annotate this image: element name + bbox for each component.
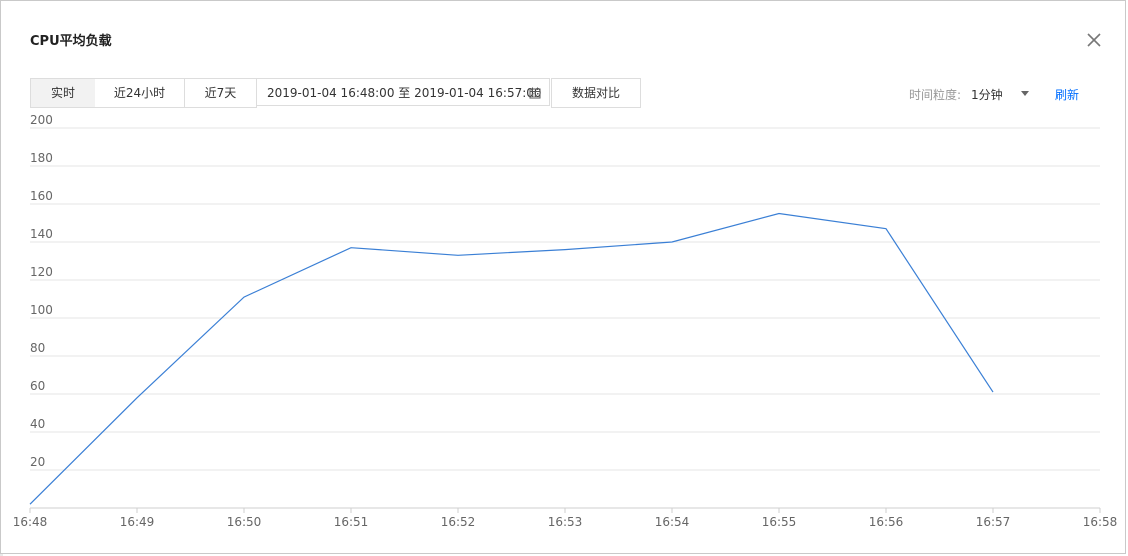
data-compare-button[interactable]: 数据对比 — [551, 78, 641, 108]
refresh-link[interactable]: 刷新 — [1055, 88, 1080, 102]
chevron-down-icon[interactable] — [1021, 91, 1029, 96]
tab-realtime[interactable]: 实时 — [30, 78, 96, 108]
x-tick-label: 16:51 — [334, 515, 369, 529]
granularity-select[interactable]: 1分钟 — [971, 88, 1003, 102]
x-tick-label: 16:49 — [120, 515, 155, 529]
x-tick-label: 16:56 — [869, 515, 904, 529]
data-point — [671, 241, 673, 243]
data-point — [885, 228, 887, 230]
data-point — [778, 213, 780, 215]
x-tick-label: 16:55 — [762, 515, 797, 529]
y-tick-label: 180 — [30, 151, 53, 165]
tab-7-days[interactable]: 近7天 — [185, 78, 257, 108]
x-tick-label: 16:54 — [655, 515, 690, 529]
tab-24-hours[interactable]: 近24小时 — [95, 78, 185, 108]
y-tick-label: 140 — [30, 227, 53, 241]
data-point — [564, 249, 566, 251]
date-range-text: 2019-01-04 16:48:00 至 2019-01-04 16:57:0… — [267, 86, 542, 100]
data-point — [243, 296, 245, 298]
data-point — [136, 397, 138, 399]
calendar-icon — [529, 87, 541, 99]
y-tick-label: 60 — [30, 379, 45, 393]
cpu-load-series-line — [29, 212, 994, 505]
y-tick-label: 40 — [30, 417, 45, 431]
y-tick-label: 100 — [30, 303, 53, 317]
data-point — [29, 503, 31, 505]
x-tick-label: 16:48 — [13, 515, 48, 529]
close-icon[interactable] — [1084, 30, 1104, 50]
y-tick-label: 200 — [30, 113, 53, 127]
x-tick-label: 16:57 — [976, 515, 1011, 529]
date-range-picker[interactable]: 2019-01-04 16:48:00 至 2019-01-04 16:57:0… — [257, 78, 550, 106]
data-point — [457, 254, 459, 256]
data-point — [350, 247, 352, 249]
x-tick-label: 16:52 — [441, 515, 476, 529]
y-tick-label: 120 — [30, 265, 53, 279]
y-tick-label: 160 — [30, 189, 53, 203]
dialog-title: CPU平均负载 — [30, 34, 112, 49]
y-tick-label: 80 — [30, 341, 45, 355]
granularity-label: 时间粒度: — [909, 88, 962, 102]
x-tick-label: 16:58 — [1083, 515, 1118, 529]
data-point — [992, 391, 994, 393]
y-tick-label: 20 — [30, 455, 45, 469]
x-tick-label: 16:50 — [227, 515, 262, 529]
x-tick-label: 16:53 — [548, 515, 583, 529]
